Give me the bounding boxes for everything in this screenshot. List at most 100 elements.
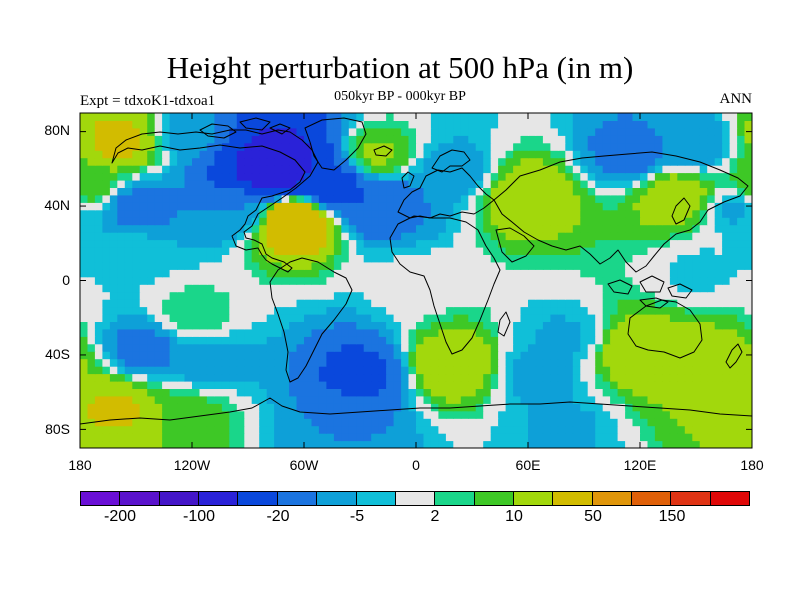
- field-cell: [266, 433, 275, 442]
- field-cell: [498, 425, 507, 434]
- field-cell: [117, 321, 126, 330]
- field-cell: [483, 343, 492, 352]
- field-cell: [192, 142, 201, 151]
- field-cell: [632, 239, 641, 248]
- field-cell: [124, 180, 133, 188]
- field-cell: [386, 276, 395, 285]
- field-cell: [177, 239, 186, 248]
- field-cell: [684, 135, 693, 144]
- field-cell: [124, 254, 133, 263]
- field-cell: [602, 127, 611, 136]
- field-cell: [505, 425, 514, 434]
- field-cell: [177, 321, 186, 330]
- field-cell: [393, 306, 402, 315]
- field-cell: [625, 224, 634, 233]
- field-cell: [109, 343, 118, 352]
- field-cell: [625, 194, 634, 203]
- field-cell: [304, 187, 313, 196]
- field-cell: [550, 194, 559, 203]
- field-cell: [483, 381, 492, 389]
- field-cell: [580, 232, 589, 241]
- field-cell: [304, 373, 313, 382]
- field-cell: [610, 291, 619, 300]
- field-cell: [184, 194, 193, 203]
- field-cell: [221, 366, 230, 375]
- field-cell: [535, 418, 544, 427]
- field-cell: [274, 172, 283, 181]
- field-cell: [162, 247, 171, 255]
- field-cell: [535, 381, 544, 389]
- field-cell: [326, 113, 335, 121]
- field-cell: [602, 261, 611, 270]
- field-cell: [490, 425, 499, 434]
- field-cell: [722, 202, 731, 211]
- field-cell: [192, 232, 201, 241]
- field-cell: [669, 202, 678, 211]
- field-cell: [147, 209, 156, 218]
- field-cell: [483, 217, 492, 226]
- field-cell: [109, 381, 118, 389]
- field-cell: [333, 276, 342, 285]
- field-cell: [677, 366, 686, 375]
- field-cell: [692, 180, 701, 188]
- field-cell: [498, 269, 507, 278]
- field-cell: [453, 328, 462, 337]
- field-cell: [147, 269, 156, 278]
- field-cell: [177, 142, 186, 151]
- field-cell: [699, 247, 708, 255]
- field-cell: [356, 410, 365, 419]
- field-cell: [475, 202, 484, 211]
- field-cell: [662, 224, 671, 233]
- field-cell: [244, 113, 253, 121]
- field-cell: [311, 299, 320, 308]
- field-cell: [483, 351, 492, 360]
- field-cell: [662, 351, 671, 360]
- field-cell: [729, 403, 738, 412]
- field-cell: [542, 373, 551, 382]
- field-cell: [707, 336, 716, 345]
- field-cell: [580, 261, 589, 270]
- field-cell: [595, 276, 604, 285]
- field-cell: [199, 224, 208, 233]
- field-cell: [206, 180, 215, 188]
- field-cell: [438, 247, 447, 255]
- field-cell: [632, 291, 641, 300]
- field-cell: [707, 328, 716, 337]
- field-cell: [475, 351, 484, 360]
- field-cell: [356, 180, 365, 188]
- field-cell: [147, 157, 156, 166]
- field-cell: [535, 314, 544, 322]
- field-cell: [587, 343, 596, 352]
- field-cell: [94, 261, 103, 270]
- field-cell: [341, 276, 350, 285]
- field-cell: [356, 150, 365, 159]
- field-cell: [80, 247, 89, 255]
- field-cell: [102, 187, 111, 196]
- field-cell: [102, 440, 111, 448]
- field-cell: [714, 328, 723, 337]
- field-cell: [87, 366, 96, 375]
- field-cell: [617, 165, 626, 174]
- field-cell: [102, 291, 111, 300]
- field-cell: [602, 381, 611, 389]
- field-cell: [647, 395, 656, 404]
- field-cell: [610, 232, 619, 241]
- field-cell: [647, 127, 656, 136]
- field-cell: [221, 425, 230, 434]
- field-cell: [154, 403, 163, 412]
- field-cell: [632, 172, 641, 181]
- field-cell: [206, 425, 215, 434]
- field-cell: [117, 135, 126, 144]
- field-cell: [617, 388, 626, 397]
- field-cell: [251, 358, 260, 367]
- field-cell: [221, 135, 230, 144]
- field-cell: [557, 150, 566, 159]
- field-cell: [132, 172, 141, 181]
- field-cell: [632, 418, 641, 427]
- field-cell: [192, 150, 201, 159]
- field-cell: [304, 247, 313, 255]
- field-cell: [714, 261, 723, 270]
- field-cell: [587, 247, 596, 255]
- field-cell: [184, 336, 193, 345]
- field-cell: [371, 321, 380, 330]
